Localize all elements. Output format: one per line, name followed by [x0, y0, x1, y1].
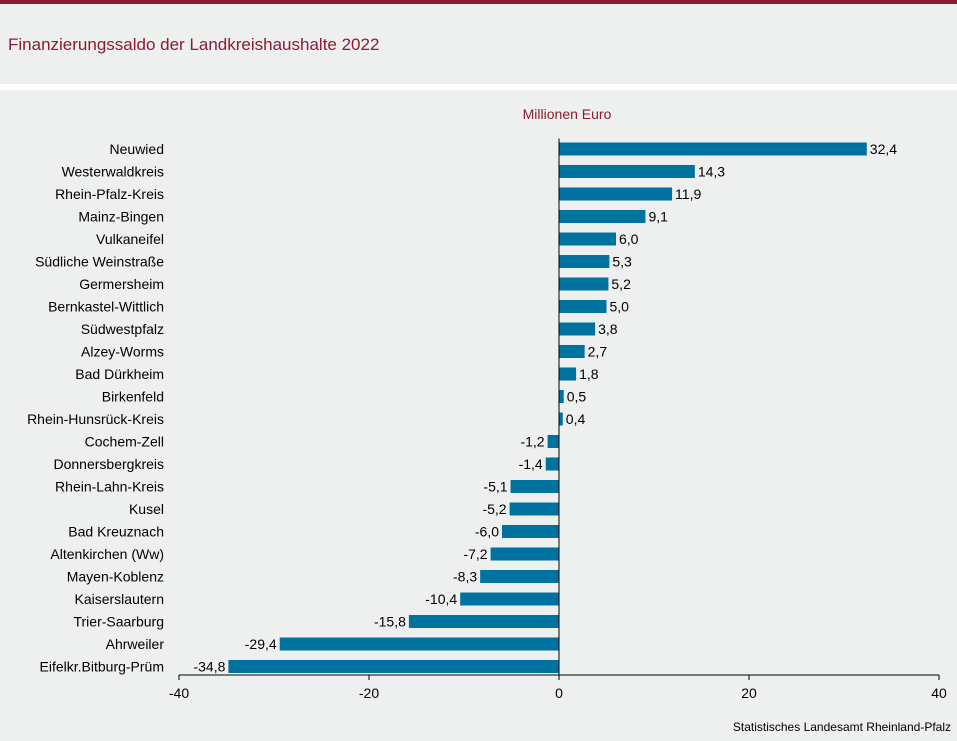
bar [510, 480, 559, 493]
bar [559, 390, 564, 403]
x-tick-label: 0 [555, 685, 563, 701]
value-label: -7,2 [463, 546, 487, 562]
bar [559, 345, 585, 358]
category-label: Ahrweiler [106, 636, 165, 652]
value-label: -15,8 [374, 614, 406, 630]
bar [559, 187, 673, 201]
category-label: Cochem-Zell [85, 434, 164, 450]
category-label: Bernkastel-Wittlich [48, 299, 164, 315]
bar [228, 660, 559, 673]
bar [480, 570, 559, 583]
bar [460, 592, 559, 606]
bars-group: Neuwied 32,4 Westerwaldkreis 14,3 Rhein-Pfal… [27, 141, 897, 675]
category-label: Altenkirchen (Ww) [50, 546, 164, 562]
bar [559, 277, 609, 291]
category-label: Bad Dürkheim [75, 366, 164, 382]
bar [408, 615, 559, 628]
category-label: Bad Kreuznach [68, 524, 164, 540]
bar [559, 322, 596, 336]
chart-title: Finanzierungssaldo der Landkreishaushalt… [8, 35, 380, 54]
bar [559, 412, 563, 426]
category-label: Neuwied [110, 141, 164, 157]
x-axis: -40 -20 0 20 40 [169, 138, 947, 701]
bar [559, 165, 695, 178]
category-label: Rhein-Lahn-Kreis [55, 479, 164, 495]
value-label: 6,0 [619, 231, 639, 247]
category-label: Germersheim [79, 276, 164, 292]
value-label: -1,4 [519, 456, 543, 472]
bar [490, 547, 559, 561]
value-label: -8,3 [453, 569, 477, 585]
category-label: Trier-Saarburg [73, 614, 164, 630]
category-label: Rhein-Pfalz-Kreis [55, 186, 164, 202]
value-label: 0,4 [566, 411, 586, 427]
value-label: -29,4 [245, 636, 277, 652]
bar [279, 637, 559, 651]
value-label: 5,0 [610, 299, 630, 315]
x-tick-label: 40 [931, 685, 947, 701]
value-label: 1,8 [579, 366, 599, 382]
value-label: -5,1 [483, 479, 507, 495]
value-label: 3,8 [598, 321, 618, 337]
bar [545, 457, 559, 471]
x-tick-label: -40 [169, 685, 189, 701]
bar [559, 142, 867, 156]
value-label: 11,9 [675, 186, 701, 202]
category-label: Südwestpfalz [81, 321, 164, 337]
bar [509, 502, 559, 516]
bar [502, 525, 559, 538]
bar [547, 435, 559, 448]
category-label: Westerwaldkreis [62, 164, 164, 180]
category-label: Alzey-Worms [81, 344, 164, 360]
category-label: Südliche Weinstraße [35, 254, 164, 270]
category-label: Mainz-Bingen [78, 209, 164, 225]
value-label: 2,7 [588, 344, 608, 360]
category-label: Donnersbergkreis [54, 456, 165, 472]
value-label: 5,2 [611, 276, 631, 292]
top-accent-rule [0, 0, 957, 4]
x-tick-label: 20 [741, 685, 757, 701]
bar [559, 210, 646, 223]
source-note: Statistisches Landesamt Rheinland-Pfalz [732, 720, 951, 734]
category-label: Kaiserslautern [75, 591, 165, 607]
bar [559, 367, 577, 381]
category-label: Rhein-Hunsrück-Kreis [27, 411, 164, 427]
x-tick-label: -20 [359, 685, 379, 701]
value-label: -5,2 [482, 501, 506, 517]
value-label: 32,4 [870, 141, 897, 157]
value-label: 9,1 [648, 209, 668, 225]
value-label: -6,0 [475, 524, 499, 540]
category-label: Kusel [129, 501, 164, 517]
category-label: Eifelkr.Bitburg-Prüm [40, 659, 164, 675]
bar [559, 232, 616, 246]
value-label: -1,2 [520, 434, 544, 450]
value-label: -10,4 [425, 591, 457, 607]
value-label: 14,3 [698, 164, 725, 180]
value-label: 0,5 [567, 389, 587, 405]
bar [559, 255, 610, 268]
category-label: Mayen-Koblenz [67, 569, 164, 585]
value-label: 5,3 [612, 254, 632, 270]
header-divider [0, 84, 957, 90]
bar [559, 300, 607, 313]
value-label: -34,8 [193, 659, 225, 675]
unit-label: Millionen Euro [523, 106, 612, 122]
category-label: Vulkaneifel [96, 231, 164, 247]
category-label: Birkenfeld [102, 389, 164, 405]
